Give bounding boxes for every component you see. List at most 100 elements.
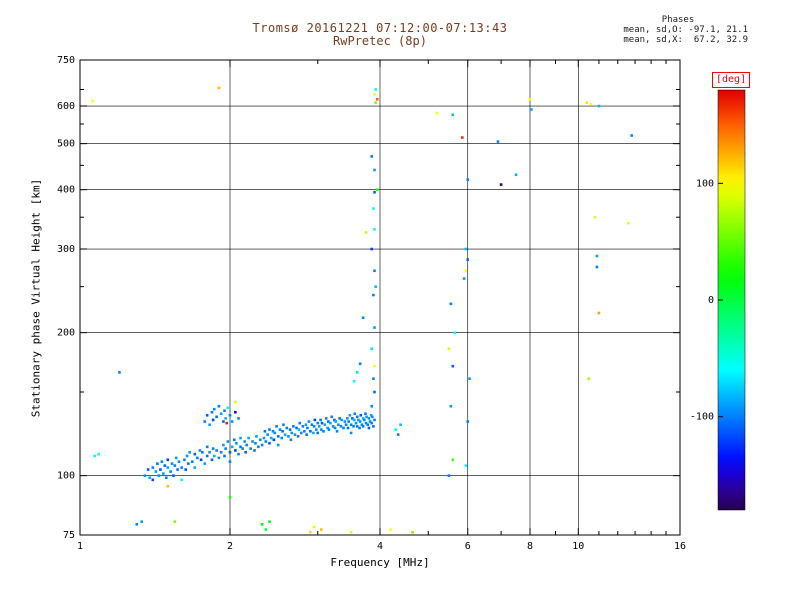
data-point [466,258,470,261]
data-point [460,136,464,139]
data-point [464,269,468,273]
data-point [239,436,242,440]
data-point [344,423,348,427]
data-point [287,435,290,438]
data-point [212,407,216,411]
data-point [174,456,178,460]
data-point [251,440,254,443]
data-point [327,420,330,423]
data-point [296,435,300,438]
x-tick-label: 10 [572,541,584,552]
data-point [496,140,500,143]
data-point [368,420,372,423]
data-point [166,484,170,488]
data-point [249,447,252,450]
data-point [364,421,368,425]
data-point [514,173,518,177]
data-point [264,440,268,443]
data-point [309,530,312,534]
data-point [163,464,167,467]
data-point [346,426,350,430]
data-point [305,433,308,436]
data-point [230,445,234,449]
data-point [157,474,161,477]
data-point [464,464,468,467]
data-point [595,265,599,269]
data-point [210,410,214,414]
data-point [282,423,285,427]
data-point [211,447,215,450]
data-point [217,86,221,90]
data-point [337,423,340,427]
data-point [188,450,191,454]
data-point [269,436,273,440]
data-point [316,431,320,435]
data-point [245,443,248,447]
x-tick-label: 2 [227,541,233,552]
data-point [260,443,264,447]
x-tick-label: 1 [77,541,83,552]
data-point [228,450,232,454]
data-point [224,447,227,450]
data-point [173,520,177,523]
data-point [297,428,301,431]
data-point [449,404,453,408]
data-point [239,445,242,449]
data-point [327,428,331,431]
data-point [322,429,325,433]
data-point [372,425,375,428]
data-point [226,406,230,410]
data-point [226,440,230,443]
data-point [349,423,353,427]
data-point [205,454,209,458]
data-point [346,417,349,420]
data-point [370,404,374,408]
data-point [203,420,207,423]
data-point [293,433,297,436]
data-point [338,417,341,420]
data-point [193,452,197,456]
data-point [373,93,376,96]
data-point [211,418,215,422]
data-point [589,103,593,106]
data-point [323,423,327,427]
data-point [222,443,225,447]
data-point [312,431,315,435]
data-point [295,426,298,430]
data-point [264,528,268,531]
data-point [320,428,323,431]
data-point [266,433,269,436]
data-point [215,449,218,452]
data-point [435,111,439,115]
colorbar-tick-label: 100 [696,178,714,189]
data-point [367,426,371,430]
data-point [237,417,240,420]
x-tick-label: 16 [674,541,686,552]
data-point [499,183,503,186]
data-point [199,458,203,462]
data-point [228,460,232,463]
x-tick-label: 8 [527,541,533,552]
data-point [330,415,334,419]
data-point [203,462,207,465]
data-point [148,476,152,480]
data-point [268,441,271,445]
data-point [468,377,471,380]
data-point [627,221,630,225]
data-point [230,420,234,423]
data-point [317,425,321,428]
data-point [118,371,121,374]
data-point [276,443,280,447]
data-point [587,377,591,380]
y-tick-label: 600 [57,101,75,112]
data-point [329,421,332,425]
data-point [298,421,302,425]
data-point [290,431,294,435]
data-point [319,418,322,422]
data-point [358,426,361,430]
data-point [373,326,376,329]
data-point [176,468,179,471]
data-point [306,426,309,430]
data-point [140,520,144,523]
data-point [312,425,316,428]
